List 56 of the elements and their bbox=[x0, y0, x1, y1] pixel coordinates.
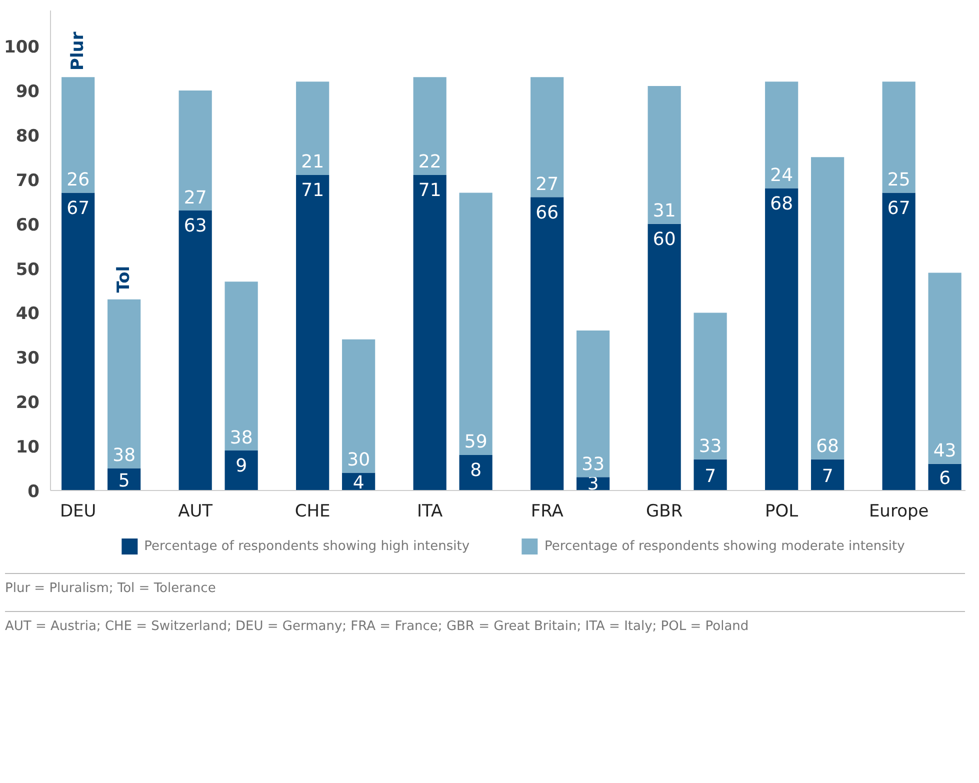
data-label: 27 bbox=[184, 187, 207, 208]
data-label: 66 bbox=[536, 202, 559, 224]
data-label: 27 bbox=[536, 174, 559, 195]
data-label: 9 bbox=[236, 456, 248, 477]
x-tick-label: POL bbox=[765, 502, 799, 522]
data-label: 71 bbox=[418, 180, 442, 202]
data-label: 5 bbox=[118, 470, 130, 492]
data-label: 21 bbox=[301, 152, 324, 173]
y-tick-label: 50 bbox=[16, 260, 40, 280]
x-tick-label: CHE bbox=[294, 502, 330, 522]
y-tick-label: 80 bbox=[16, 126, 40, 146]
data-label: 25 bbox=[887, 170, 910, 190]
data-label: 7 bbox=[822, 466, 834, 487]
data-label: 59 bbox=[464, 432, 488, 453]
data-label: 43 bbox=[933, 440, 956, 462]
y-tick-label: 90 bbox=[16, 82, 40, 102]
y-tick-label: 70 bbox=[16, 170, 40, 191]
data-label: 26 bbox=[66, 170, 90, 190]
data-label: 22 bbox=[418, 152, 442, 173]
data-label: 68 bbox=[770, 194, 794, 214]
legend-label: Percentage of respondents showing high intensity bbox=[144, 538, 470, 554]
x-tick-label: AUT bbox=[178, 502, 214, 522]
data-label: 67 bbox=[887, 198, 910, 219]
text: AUT = Austria; CHE = Switzerland; DEU = Germany; FRA = France; GBR = Great Britain; ITA = Italy; POL = Poland bbox=[5, 618, 749, 636]
data-label: 33 bbox=[698, 436, 722, 458]
data-label: 60 bbox=[652, 229, 676, 250]
annotation: Tol bbox=[114, 266, 134, 293]
y-tick-label: 40 bbox=[16, 304, 40, 324]
data-label: 67 bbox=[66, 198, 90, 219]
data-label: 33 bbox=[582, 454, 605, 475]
data-label: 7 bbox=[704, 466, 716, 487]
y-tick-label: 30 bbox=[16, 348, 40, 369]
x-tick-label: DEU bbox=[60, 502, 96, 522]
data-label: 24 bbox=[770, 165, 794, 186]
y-tick-label: 20 bbox=[16, 393, 40, 414]
data-label: 38 bbox=[230, 427, 253, 448]
x-tick-label: GBR bbox=[646, 502, 683, 522]
data-label: 71 bbox=[301, 180, 324, 202]
legend-label: Percentage of respondents showing moderate intensity bbox=[544, 538, 905, 554]
data-label: 68 bbox=[816, 436, 840, 458]
x-tick-label: FRA bbox=[530, 502, 564, 522]
x-tick-label: ITA bbox=[416, 502, 444, 522]
data-label: 6 bbox=[939, 468, 951, 490]
data-label: 63 bbox=[184, 216, 207, 237]
data-label: 30 bbox=[347, 450, 370, 470]
text: Plur = Pluralism; Tol = Tolerance bbox=[5, 580, 216, 598]
y-tick-label: 100 bbox=[4, 38, 40, 58]
y-tick-label: 60 bbox=[16, 215, 40, 236]
data-label: 4 bbox=[352, 472, 364, 494]
data-label: 8 bbox=[470, 460, 482, 482]
x-tick-label: Europe bbox=[868, 502, 929, 522]
y-tick-label: 0 bbox=[28, 482, 40, 502]
data-label: 38 bbox=[112, 445, 136, 466]
annotation: Plur bbox=[68, 31, 88, 70]
data-label: 31 bbox=[652, 200, 676, 222]
y-tick-label: 10 bbox=[16, 438, 40, 458]
